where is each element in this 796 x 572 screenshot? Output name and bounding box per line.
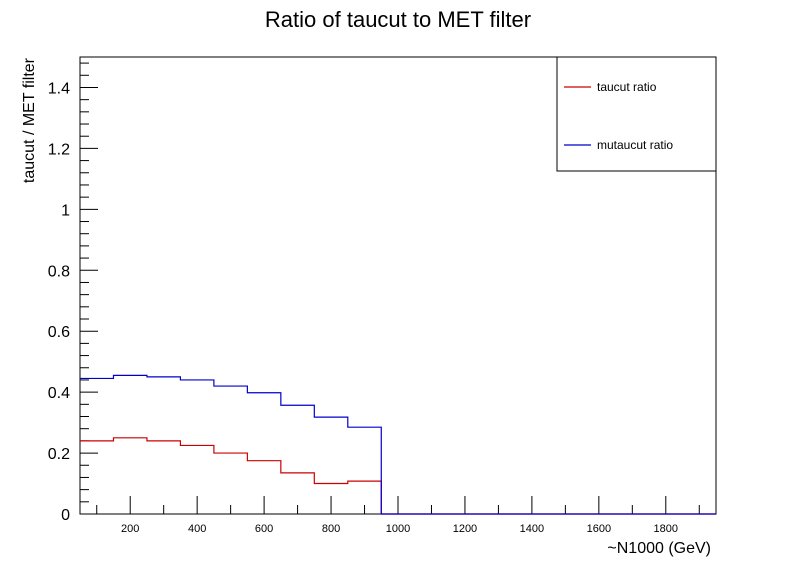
legend: taucut ratio mutaucut ratio	[556, 56, 717, 172]
x-tick-label: 1200	[453, 523, 477, 535]
y-axis-label: taucut / MET filter	[21, 57, 38, 183]
y-tick-label: 0.4	[48, 385, 70, 402]
x-tick-label: 1600	[587, 523, 611, 535]
x-tick-label: 1000	[386, 523, 410, 535]
series-layer	[80, 374, 716, 515]
x-tick-label: 800	[322, 523, 340, 535]
y-tick-label: 1	[61, 202, 70, 219]
y-tick-label: 0	[61, 507, 70, 524]
x-tick-label: 1800	[654, 523, 678, 535]
y-tick-label: 0.8	[48, 263, 70, 280]
y-axis-ticks: 0 0.2 0.4 0.6 0.8 1 1.2 1.4	[48, 62, 98, 524]
x-tick-label: 600	[255, 523, 273, 535]
chart-title: Ratio of taucut to MET filter	[265, 7, 531, 32]
x-axis-ticks: 200 400 600 800 1000 1200 1400 1600 1800	[96, 496, 700, 535]
y-tick-label: 0.2	[48, 446, 70, 463]
legend-box	[556, 56, 717, 172]
series-line	[80, 374, 716, 515]
y-tick-label: 1.2	[48, 141, 70, 158]
legend-label: taucut ratio	[597, 80, 657, 94]
y-tick-label: 1.4	[48, 80, 70, 97]
x-tick-label: 200	[121, 523, 139, 535]
x-axis-label: ~N1000 (GeV)	[607, 540, 711, 557]
legend-label: mutaucut ratio	[597, 138, 673, 152]
x-tick-label: 400	[188, 523, 206, 535]
y-tick-label: 0.6	[48, 324, 70, 341]
x-tick-label: 1400	[520, 523, 544, 535]
